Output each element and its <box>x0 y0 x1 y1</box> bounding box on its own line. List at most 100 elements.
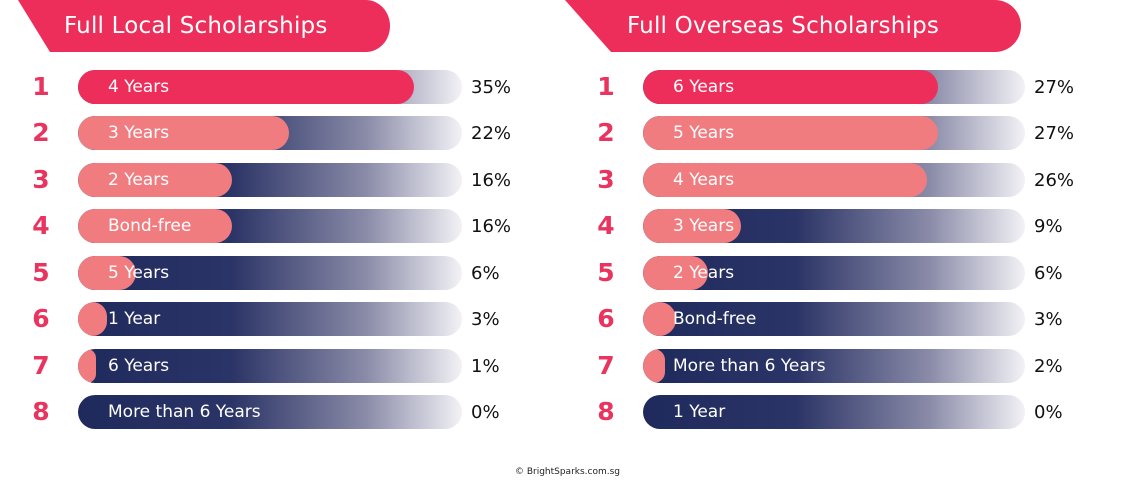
local-rank-number: 7 <box>32 351 50 380</box>
local-bar-value-label: 35% <box>471 77 512 98</box>
local-bar-track: More than 6 Years <box>78 395 462 429</box>
overseas-bar-category-label: 1 Year <box>673 402 726 422</box>
local-bar-track: 6 Years <box>78 349 462 383</box>
overseas-bar-track: 4 Years <box>643 163 1025 197</box>
overseas-bar-track: 3 Years <box>643 209 1025 243</box>
local-bar-category-label: 3 Years <box>108 123 170 143</box>
local-bar-row: 2 3 Years 22% <box>0 116 540 150</box>
overseas-bar-row: 7 More than 6 Years 2% <box>565 349 1105 383</box>
overseas-rank-number: 6 <box>597 304 615 333</box>
local-title-banner: Full Local Scholarships <box>0 0 390 52</box>
overseas-bar-fill <box>643 349 665 383</box>
copyright-credit: © BrightSparks.com.sg <box>514 467 621 477</box>
local-bar-row: 1 4 Years 35% <box>0 70 540 104</box>
local-bar-fill <box>78 70 414 104</box>
local-bar-fill <box>78 163 232 197</box>
local-bar-value-label: 22% <box>471 123 512 144</box>
overseas-bar-track: 6 Years <box>643 70 1025 104</box>
overseas-bar-category-label: 5 Years <box>673 123 735 143</box>
overseas-bar-fill <box>643 209 742 243</box>
overseas-bar-category-label: 4 Years <box>673 170 735 190</box>
overseas-bar-value-label: 0% <box>1034 402 1063 423</box>
overseas-scholarships-chart: Full Overseas Scholarships 1 6 Years 27% 2 5… <box>565 0 1105 450</box>
local-rank-number: 8 <box>32 397 50 426</box>
overseas-rank-number: 8 <box>597 397 615 426</box>
overseas-bar-track: More than 6 Years <box>643 349 1025 383</box>
local-bar-row: 5 5 Years 6% <box>0 256 540 290</box>
local-bar-category-label: 5 Years <box>108 263 170 283</box>
overseas-bar-value-label: 6% <box>1034 263 1063 284</box>
overseas-bar-track: 5 Years <box>643 116 1025 150</box>
overseas-bar-row: 3 4 Years 26% <box>565 163 1105 197</box>
overseas-bar-value-label: 9% <box>1034 216 1063 237</box>
local-bar-fill <box>78 116 290 150</box>
local-bar-track: Bond-free <box>78 209 462 243</box>
local-bar-row: 6 1 Year 3% <box>0 302 540 336</box>
overseas-title-banner: Full Overseas Scholarships <box>565 0 1021 52</box>
local-bar-track: 3 Years <box>78 116 462 150</box>
overseas-rank-number: 3 <box>597 165 615 194</box>
overseas-bar-value-label: 3% <box>1034 309 1063 330</box>
overseas-rank-number: 7 <box>597 351 615 380</box>
overseas-bar-row: 6 Bond-free 3% <box>565 302 1105 336</box>
local-bar-value-label: 16% <box>471 216 512 237</box>
local-bar-row: 4 Bond-free 16% <box>0 209 540 243</box>
local-rank-number: 2 <box>32 118 50 147</box>
overseas-bar-category-label: 2 Years <box>673 263 735 283</box>
overseas-banner-shape <box>565 0 1021 52</box>
overseas-bar-category-label: Bond-free <box>673 309 757 329</box>
local-bar-fill <box>78 256 136 290</box>
overseas-bar-row: 8 1 Year 0% <box>565 395 1105 429</box>
local-rank-number: 4 <box>32 211 50 240</box>
local-bar-category-label: Bond-free <box>108 216 192 236</box>
local-bar-fill <box>78 209 232 243</box>
local-bar-category-label: 4 Years <box>108 77 170 97</box>
local-bar-value-label: 3% <box>471 309 500 330</box>
overseas-rank-number: 5 <box>597 258 615 287</box>
overseas-bar-row: 1 6 Years 27% <box>565 70 1105 104</box>
overseas-bar-fill <box>643 302 676 336</box>
local-bar-category-label: 2 Years <box>108 170 170 190</box>
local-bar-category-label: 6 Years <box>108 356 170 376</box>
overseas-bar-fill <box>643 256 709 290</box>
local-bar-row: 8 More than 6 Years 0% <box>0 395 540 429</box>
local-bar-row: 7 6 Years 1% <box>0 349 540 383</box>
overseas-bar-row: 5 2 Years 6% <box>565 256 1105 290</box>
overseas-bar-category-label: 3 Years <box>673 216 735 236</box>
local-bar-category-label: 1 Year <box>108 309 161 329</box>
overseas-bar-value-label: 2% <box>1034 356 1063 377</box>
local-bar-fill <box>78 349 96 383</box>
overseas-bar-row: 4 3 Years 9% <box>565 209 1105 243</box>
local-bar-value-label: 1% <box>471 356 500 377</box>
overseas-bar-row: 2 5 Years 27% <box>565 116 1105 150</box>
overseas-chart-title: Full Overseas Scholarships <box>627 13 940 39</box>
overseas-bar-track: 2 Years <box>643 256 1025 290</box>
local-bar-track: 5 Years <box>78 256 462 290</box>
overseas-bar-value-label: 27% <box>1034 123 1075 144</box>
local-bar-value-label: 16% <box>471 170 512 191</box>
local-bar-track: 4 Years <box>78 70 462 104</box>
local-rank-number: 1 <box>32 72 50 101</box>
overseas-bar-fill <box>643 70 938 104</box>
overseas-rank-number: 4 <box>597 211 615 240</box>
local-bar-value-label: 0% <box>471 402 500 423</box>
overseas-bar-track: 1 Year <box>643 395 1025 429</box>
local-scholarships-chart: Full Local Scholarships 1 4 Years 35% 2 3 Ye… <box>0 0 540 450</box>
local-bar-value-label: 6% <box>471 263 500 284</box>
local-rank-number: 5 <box>32 258 50 287</box>
local-bar-track: 1 Year <box>78 302 462 336</box>
local-rank-number: 3 <box>32 165 50 194</box>
overseas-rank-number: 2 <box>597 118 615 147</box>
local-bar-category-label: More than 6 Years <box>108 402 261 422</box>
overseas-bar-category-label: More than 6 Years <box>673 356 826 376</box>
overseas-bar-fill <box>643 163 927 197</box>
overseas-rank-number: 1 <box>597 72 615 101</box>
local-bar-track: 2 Years <box>78 163 462 197</box>
overseas-bar-track: Bond-free <box>643 302 1025 336</box>
local-bar-row: 3 2 Years 16% <box>0 163 540 197</box>
overseas-bar-category-label: 6 Years <box>673 77 735 97</box>
overseas-bar-value-label: 27% <box>1034 77 1075 98</box>
local-chart-title: Full Local Scholarships <box>64 13 328 39</box>
local-bar-fill <box>78 302 107 336</box>
overseas-bar-value-label: 26% <box>1034 170 1075 191</box>
